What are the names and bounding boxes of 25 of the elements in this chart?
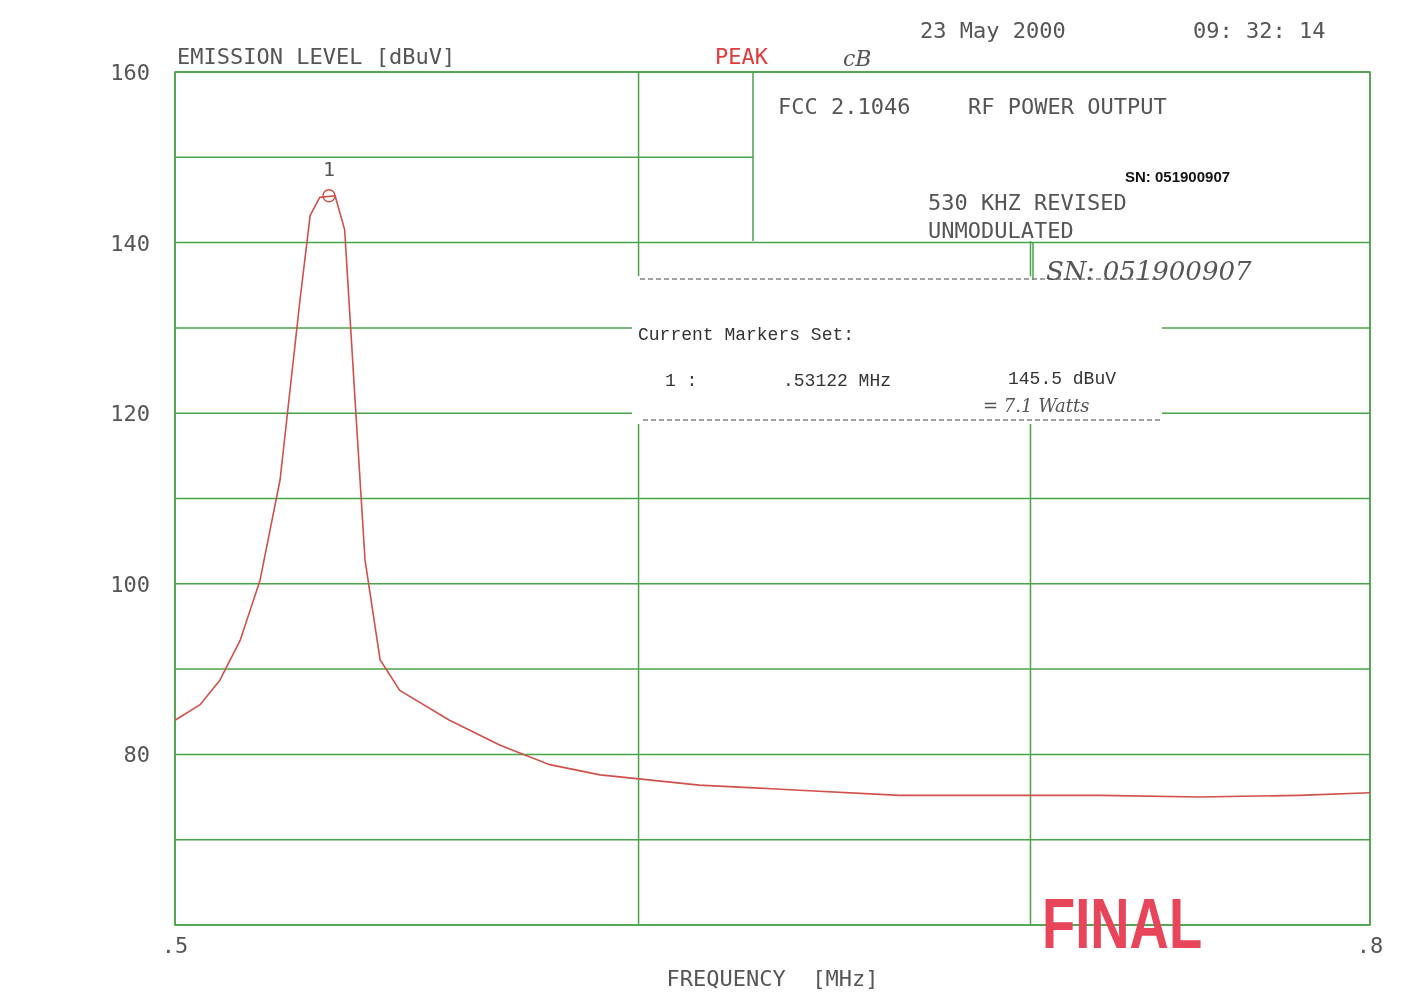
text: 23 May 2000 bbox=[920, 18, 1066, 43]
annotation: SN: 051900907 bbox=[1046, 256, 1252, 286]
annotation: SN: 051900907 bbox=[1125, 168, 1231, 185]
y-tick-label: 160 bbox=[110, 60, 150, 85]
text: PEAK bbox=[715, 44, 769, 69]
annotation: FCC 2.1046 bbox=[778, 94, 911, 119]
y-tick-label: 80 bbox=[123, 742, 150, 768]
x-tick-label: .8 bbox=[1356, 933, 1384, 958]
annotation: UNMODULATED bbox=[928, 218, 1074, 243]
y-axis-title: EMISSION LEVEL [dBuV] bbox=[177, 44, 456, 69]
annotation: = 7.1 Watts bbox=[983, 395, 1090, 416]
annotation: .53122 MHz bbox=[783, 371, 892, 391]
text: cB bbox=[843, 46, 872, 71]
annotation: 1 : bbox=[665, 371, 698, 391]
annotation: 145.5 dBuV bbox=[1008, 369, 1117, 389]
y-tick-label: 120 bbox=[110, 401, 150, 427]
annotation: 530 KHZ REVISED bbox=[928, 190, 1127, 215]
annotation: RF POWER OUTPUT bbox=[968, 94, 1167, 119]
x-axis-title: FREQUENCY [MHz] bbox=[666, 966, 879, 991]
x-tick-label: .5 bbox=[161, 933, 189, 958]
text: 09: 32: 14 bbox=[1193, 18, 1326, 43]
y-tick-label: 100 bbox=[110, 571, 150, 597]
y-tick-label: 140 bbox=[110, 230, 150, 256]
annotation: Current Markers Set: bbox=[638, 325, 855, 345]
annotation: 1 bbox=[322, 156, 336, 181]
